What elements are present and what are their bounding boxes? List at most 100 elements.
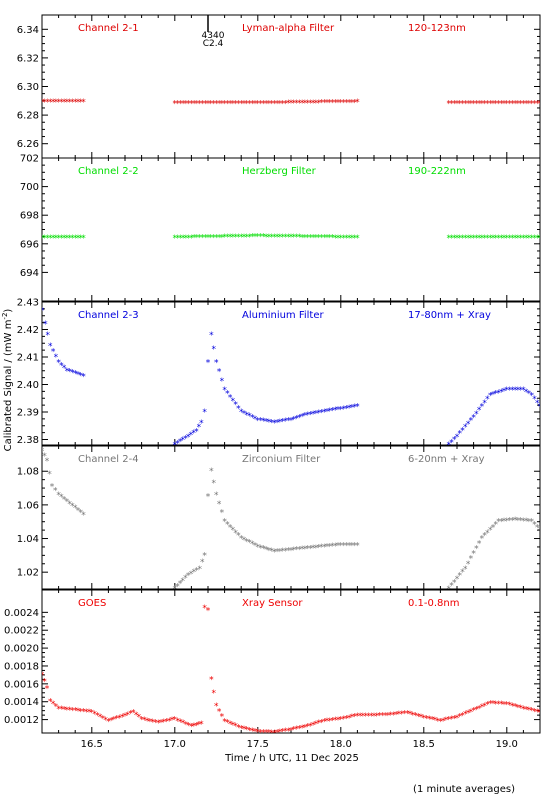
data-point: * (214, 491, 219, 501)
data-point: * (145, 717, 150, 727)
data-point: * (65, 234, 70, 244)
series-markers: ****************************************… (42, 306, 543, 449)
data-point: * (70, 502, 75, 512)
data-point: * (194, 427, 199, 437)
data-point: * (269, 419, 274, 429)
data-point: * (76, 506, 81, 516)
data-point: * (189, 100, 194, 110)
data-point: * (361, 712, 366, 722)
data-point: * (73, 504, 78, 514)
data-point: * (73, 234, 78, 244)
data-point: * (322, 543, 327, 553)
data-point: * (280, 99, 285, 109)
data-point: * (98, 713, 103, 723)
data-point: * (422, 714, 427, 724)
data-point: * (220, 509, 225, 519)
data-point: * (314, 99, 319, 109)
y-tick-label: 1.08 (17, 467, 39, 478)
data-point: * (446, 716, 451, 726)
data-point: * (538, 403, 543, 413)
data-point: * (101, 714, 106, 724)
data-point: * (294, 725, 299, 735)
data-point: * (258, 728, 263, 738)
data-point: * (70, 234, 75, 244)
data-point: * (175, 439, 180, 449)
data-point: * (449, 438, 454, 448)
data-point: * (142, 716, 147, 726)
data-point: * (197, 234, 202, 244)
y-tick-label: 6.28 (17, 111, 39, 122)
data-point: * (524, 234, 529, 244)
data-point: * (45, 457, 50, 467)
data-point: * (261, 545, 266, 555)
data-point: * (416, 712, 421, 722)
data-point: * (264, 233, 269, 243)
data-point: * (47, 470, 52, 480)
y-tick-label: 6.34 (17, 25, 39, 36)
x-tick-label: 17.0 (164, 739, 186, 750)
data-point: * (242, 233, 247, 243)
data-point: * (275, 419, 280, 429)
data-point: * (283, 417, 288, 427)
data-point: * (286, 727, 291, 737)
data-point: * (217, 368, 222, 378)
data-point: * (322, 99, 327, 109)
data-point: * (499, 388, 504, 398)
data-point: * (200, 234, 205, 244)
data-point: * (261, 100, 266, 110)
x-tick-label: 18.0 (330, 739, 352, 750)
data-point: * (507, 701, 512, 711)
data-point: * (499, 517, 504, 527)
data-point: * (209, 100, 214, 110)
data-point: * (505, 700, 510, 710)
data-point: * (471, 550, 476, 560)
data-point: * (339, 234, 344, 244)
panel-label: 6-20nm + Xray (408, 454, 485, 465)
data-point: * (50, 482, 55, 492)
data-point: * (164, 717, 169, 727)
data-point: * (53, 487, 58, 497)
data-point: * (228, 393, 233, 403)
data-point: * (286, 547, 291, 557)
data-point: * (128, 710, 133, 720)
data-point: * (388, 711, 393, 721)
data-point: * (189, 234, 194, 244)
data-point: * (419, 713, 424, 723)
series-markers: ****************************************… (42, 604, 540, 738)
data-point: * (92, 710, 97, 720)
data-point: * (225, 390, 230, 400)
data-point: * (316, 409, 321, 419)
data-point: * (463, 565, 468, 575)
data-point: * (413, 712, 418, 722)
panel-label: Aluminium Filter (242, 310, 325, 321)
data-point: * (491, 234, 496, 244)
data-point: * (175, 582, 180, 592)
data-point: * (202, 604, 207, 614)
data-point: * (527, 390, 532, 400)
data-point: * (521, 517, 526, 527)
panel-label: Channel 2-2 (78, 166, 139, 177)
data-point: * (474, 410, 479, 420)
data-point: * (507, 386, 512, 396)
data-point: * (363, 712, 368, 722)
data-point: * (192, 100, 197, 110)
data-point: * (460, 234, 465, 244)
data-point: * (488, 700, 493, 710)
data-point: * (308, 410, 313, 420)
data-point: * (341, 98, 346, 108)
data-point: * (502, 234, 507, 244)
data-point: * (56, 234, 61, 244)
data-point: * (244, 537, 249, 547)
panel-frame (41, 157, 541, 302)
data-point: * (375, 712, 380, 722)
data-point: * (280, 418, 285, 428)
data-point: * (316, 544, 321, 554)
data-point: * (319, 99, 324, 109)
data-point: * (535, 523, 540, 533)
data-point: * (311, 544, 316, 554)
data-point: * (347, 234, 352, 244)
data-point: * (488, 392, 493, 402)
data-point: * (56, 705, 61, 715)
data-point: * (435, 717, 440, 727)
data-point: * (40, 98, 45, 108)
